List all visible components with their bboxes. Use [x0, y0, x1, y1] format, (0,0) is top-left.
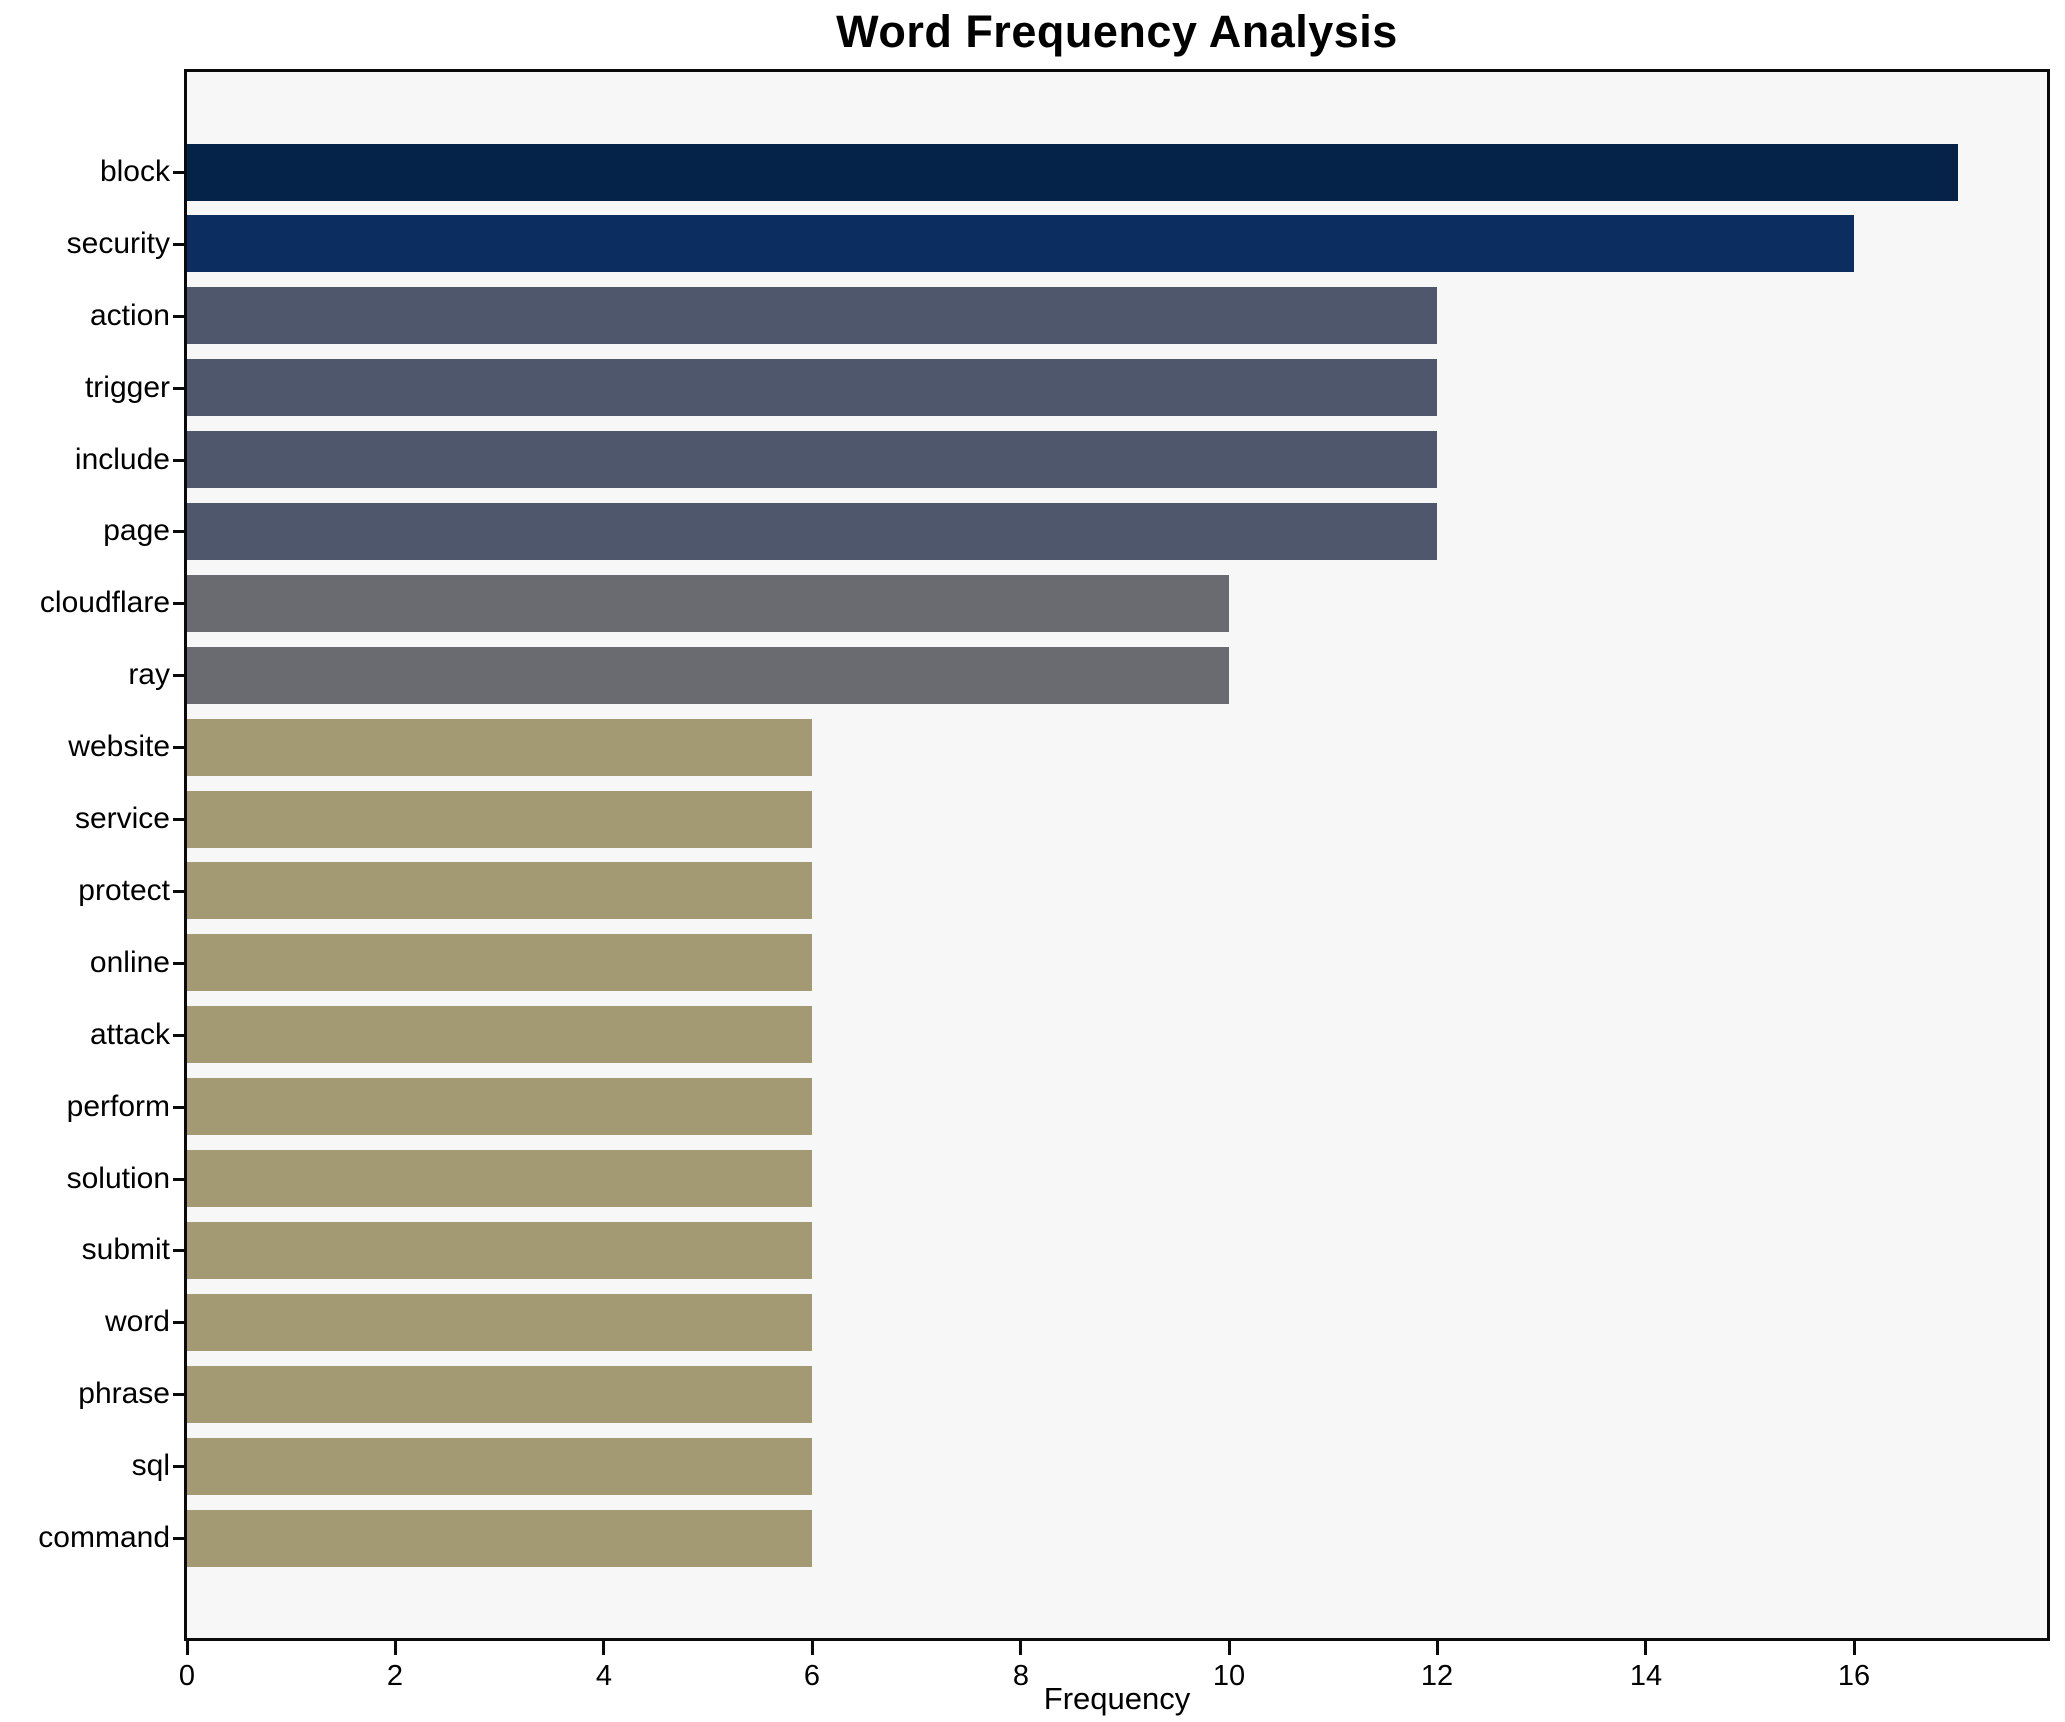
- bar-sql: [187, 1438, 812, 1495]
- x-tick-mark: [1436, 1641, 1439, 1655]
- x-tick-mark: [394, 1641, 397, 1655]
- y-tick-label-website: website: [68, 730, 170, 763]
- y-tick-mark: [173, 674, 187, 677]
- y-tick-label-word: word: [104, 1305, 170, 1338]
- x-tick-mark: [1228, 1641, 1231, 1655]
- bar-attack: [187, 1006, 812, 1063]
- x-tick-mark: [602, 1641, 605, 1655]
- y-tick-mark: [173, 1393, 187, 1396]
- bar-page: [187, 503, 1437, 560]
- bar-block: [187, 144, 1958, 201]
- x-tick-mark: [1644, 1641, 1647, 1655]
- y-tick-label-service: service: [74, 802, 170, 835]
- bar-trigger: [187, 359, 1437, 416]
- x-tick-label-2: 2: [386, 1660, 404, 1692]
- y-tick-label-security: security: [66, 227, 170, 260]
- x-tick-label-6: 6: [803, 1660, 821, 1692]
- y-tick-mark: [173, 1537, 187, 1540]
- x-tick-label-10: 10: [1212, 1660, 1246, 1692]
- y-tick-label-perform: perform: [66, 1090, 170, 1123]
- bar-word: [187, 1294, 812, 1351]
- x-tick-label-8: 8: [1012, 1660, 1030, 1692]
- y-tick-mark: [173, 1034, 187, 1037]
- y-tick-label-action: action: [89, 299, 170, 332]
- y-tick-label-protect: protect: [78, 874, 170, 907]
- y-tick-label-submit: submit: [81, 1233, 170, 1266]
- bar-ray: [187, 647, 1229, 704]
- y-tick-mark: [173, 1321, 187, 1324]
- x-tick-mark: [811, 1641, 814, 1655]
- bar-solution: [187, 1150, 812, 1207]
- bar-online: [187, 934, 812, 991]
- x-tick-label-14: 14: [1629, 1660, 1663, 1692]
- bar-phrase: [187, 1366, 812, 1423]
- y-tick-label-solution: solution: [66, 1162, 170, 1195]
- bar-cloudflare: [187, 575, 1229, 632]
- bar-protect: [187, 862, 812, 919]
- bar-submit: [187, 1222, 812, 1279]
- y-tick-label-cloudflare: cloudflare: [39, 586, 170, 619]
- bar-include: [187, 431, 1437, 488]
- x-axis-label: Frequency: [1043, 1681, 1191, 1716]
- y-tick-label-trigger: trigger: [84, 371, 170, 404]
- x-tick-mark: [1853, 1641, 1856, 1655]
- y-tick-mark: [173, 1106, 187, 1109]
- y-tick-mark: [173, 746, 187, 749]
- y-tick-label-include: include: [74, 443, 170, 476]
- y-tick-label-block: block: [99, 155, 170, 188]
- y-tick-label-sql: sql: [131, 1449, 170, 1482]
- y-tick-label-attack: attack: [89, 1018, 170, 1051]
- bar-security: [187, 215, 1854, 272]
- y-tick-mark: [173, 818, 187, 821]
- x-tick-mark: [1019, 1641, 1022, 1655]
- y-tick-mark: [173, 387, 187, 390]
- x-tick-label-0: 0: [178, 1660, 196, 1692]
- y-tick-mark: [173, 602, 187, 605]
- x-tick-label-12: 12: [1420, 1660, 1454, 1692]
- y-tick-label-online: online: [89, 946, 170, 979]
- y-tick-label-command: command: [38, 1521, 170, 1554]
- y-tick-mark: [173, 890, 187, 893]
- bar-action: [187, 287, 1437, 344]
- x-tick-label-4: 4: [595, 1660, 613, 1692]
- x-tick-mark: [186, 1641, 189, 1655]
- y-tick-mark: [173, 1465, 187, 1468]
- x-tick-label-16: 16: [1837, 1660, 1871, 1692]
- y-tick-label-page: page: [103, 514, 170, 547]
- plot-area: [184, 69, 2050, 1641]
- y-tick-mark: [173, 315, 187, 318]
- y-tick-mark: [173, 243, 187, 246]
- y-tick-mark: [173, 962, 187, 965]
- bar-service: [187, 791, 812, 848]
- y-tick-label-ray: ray: [128, 658, 170, 691]
- y-tick-mark: [173, 530, 187, 533]
- y-tick-mark: [173, 1249, 187, 1252]
- y-tick-mark: [173, 1178, 187, 1181]
- y-tick-mark: [173, 171, 187, 174]
- bar-website: [187, 719, 812, 776]
- bar-perform: [187, 1078, 812, 1135]
- y-tick-mark: [173, 459, 187, 462]
- chart-title: Word Frequency Analysis: [836, 6, 1398, 57]
- bar-command: [187, 1510, 812, 1567]
- y-tick-label-phrase: phrase: [78, 1377, 170, 1410]
